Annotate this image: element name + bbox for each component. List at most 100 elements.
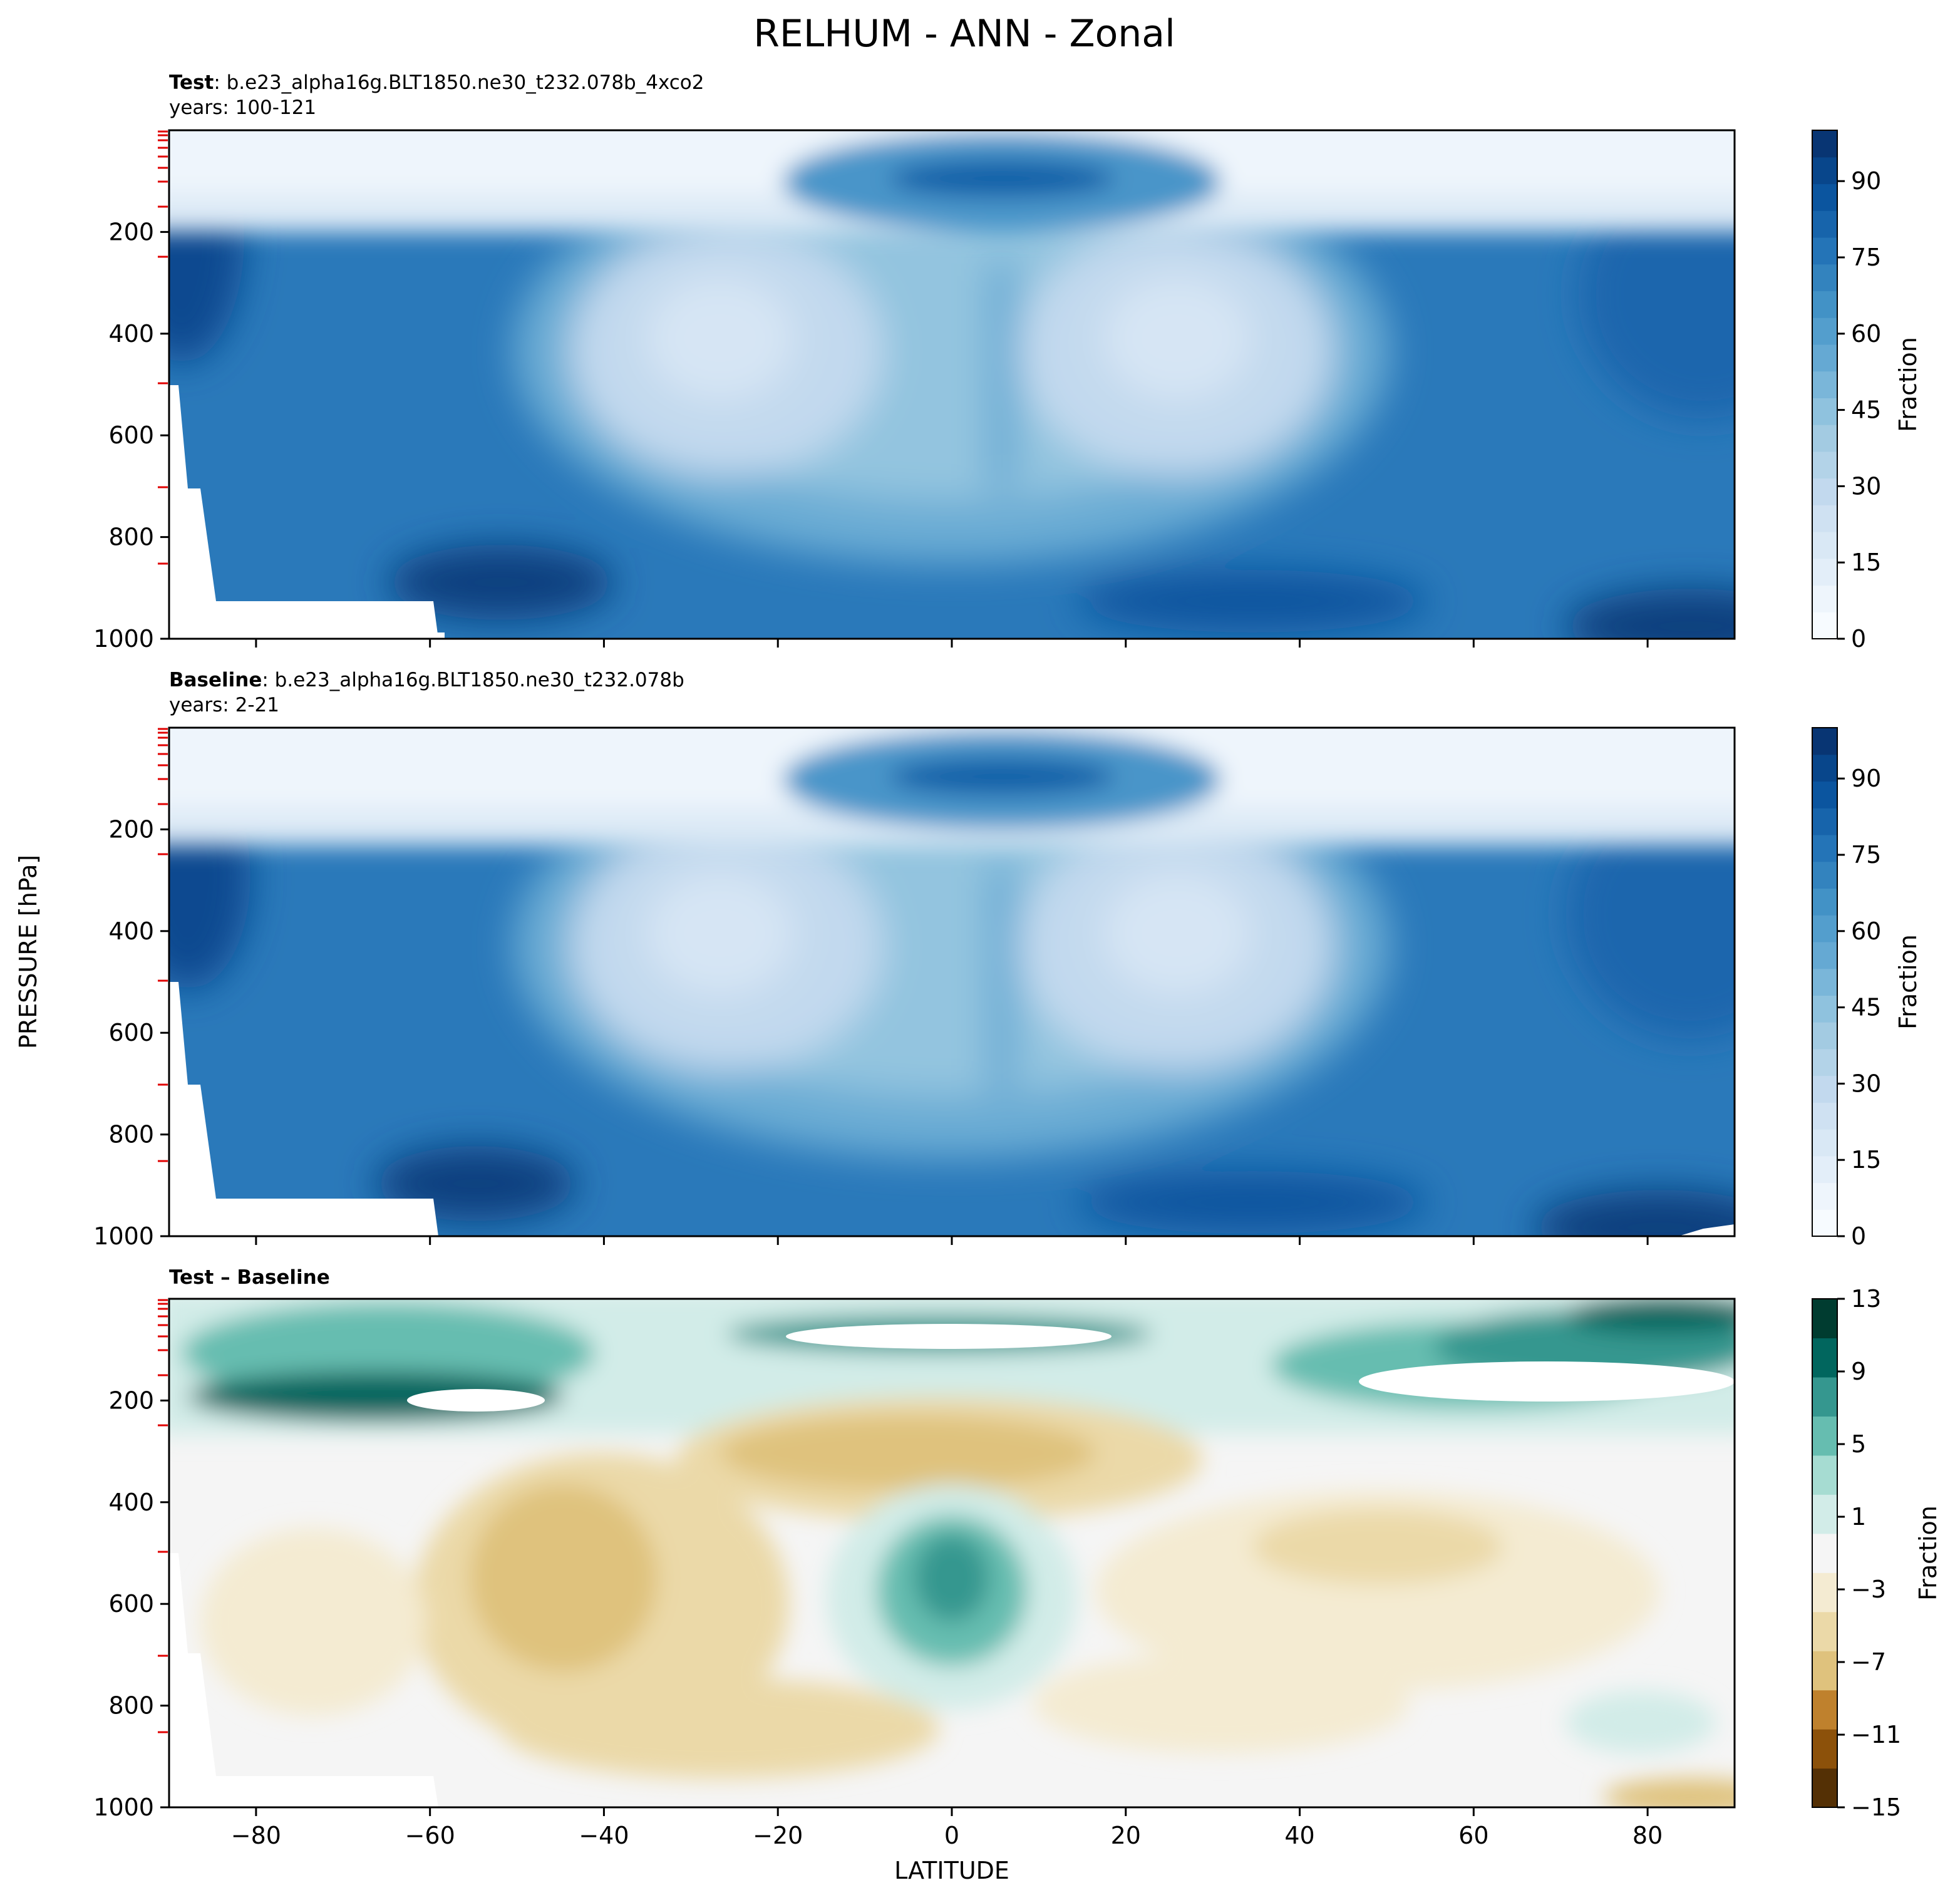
colorbar-band <box>1812 398 1837 425</box>
colorbar-band <box>1812 1022 1837 1050</box>
panel-baseline-xticks <box>255 1236 1649 1245</box>
colorbar-band <box>1812 1611 1837 1651</box>
colorbar-band <box>1812 344 1837 372</box>
panel-difference: Test – Baseline <box>93 1266 1942 1849</box>
colorbar-tick-label: 9 <box>1851 1358 1866 1385</box>
x-tick-label: 60 <box>1458 1822 1488 1849</box>
colorbar-label: Fraction <box>1914 1505 1942 1601</box>
colorbar-band <box>1812 968 1837 996</box>
panel-baseline-years: years: 2-21 <box>169 694 279 716</box>
colorbar-tick-label: 90 <box>1851 765 1881 792</box>
colorbar-band <box>1812 237 1837 265</box>
colorbar-band <box>1812 1690 1837 1730</box>
colorbar-label: Fraction <box>1894 934 1922 1030</box>
panel-test: Test: b.e23_alpha16g.BLT1850.ne30_t232.0… <box>93 71 1922 653</box>
colorbar-tick-label: −3 <box>1851 1576 1886 1603</box>
panel-test-years: years: 100-121 <box>169 96 316 119</box>
colorbar-band <box>1812 183 1837 211</box>
colorbar-tick-label: 75 <box>1851 244 1881 271</box>
y-tick-label: 200 <box>108 815 154 843</box>
colorbar-tick-label: −15 <box>1851 1794 1901 1821</box>
colorbar-tick-label: 90 <box>1851 167 1881 195</box>
panel-baseline: Baseline: b.e23_alpha16g.BLT1850.ne30_t2… <box>93 669 1922 1250</box>
colorbar-frame <box>1812 727 1838 1237</box>
colorbar-tick-label: 5 <box>1851 1430 1866 1458</box>
y-tick-label: 400 <box>108 320 154 348</box>
y-tick-label: 800 <box>108 1692 154 1720</box>
colorbar-band <box>1812 1376 1837 1417</box>
colorbar-band <box>1812 1651 1837 1691</box>
colorbar-band <box>1812 264 1837 292</box>
colorbar-band <box>1812 754 1837 782</box>
panel-test-header-bold: Test <box>169 71 214 94</box>
panel-baseline-red-level-ticks <box>158 728 168 1162</box>
panel-difference-colorbar: 13 9 5 1 −3 −7 −11 −15 Fraction <box>1812 1285 1942 1821</box>
colorbar-band <box>1812 808 1837 835</box>
colorbar-frame <box>1812 130 1838 639</box>
colorbar-tick-label: 1 <box>1851 1503 1866 1531</box>
y-tick-label: 600 <box>108 1590 154 1618</box>
colorbar-tick-label: 75 <box>1851 841 1881 869</box>
y-tick-label: 1000 <box>93 1794 154 1821</box>
y-tick-label: 800 <box>108 524 154 551</box>
colorbar-band <box>1812 781 1837 808</box>
colorbar-band <box>1812 612 1837 639</box>
y-tick-label: 200 <box>108 1386 154 1414</box>
colorbar-band <box>1812 505 1837 532</box>
panel-test-yticks: 200 400 600 800 1000 <box>93 218 169 653</box>
colorbar-band <box>1812 1075 1837 1103</box>
colorbar-tick-label: −11 <box>1851 1721 1901 1748</box>
colorbar-band <box>1812 728 1837 755</box>
colorbar-band <box>1812 1299 1837 1339</box>
colorbar-tick-label: 0 <box>1851 1222 1866 1250</box>
colorbar-label: Fraction <box>1894 337 1922 432</box>
colorbar-tick-label: 13 <box>1851 1285 1881 1313</box>
colorbar-band <box>1812 1729 1837 1769</box>
panel-test-colorbar: 0 15 30 45 60 75 90 Fraction <box>1812 130 1922 653</box>
colorbar-band <box>1812 478 1837 505</box>
panel-test-field <box>169 130 1735 639</box>
colorbar-band <box>1812 1048 1837 1076</box>
x-tick-label: 80 <box>1632 1822 1663 1849</box>
panel-baseline-yticks: 200 400 600 800 1000 <box>93 815 169 1250</box>
colorbar-tick-label: 30 <box>1851 472 1881 500</box>
panel-difference-red-level-ticks <box>158 1299 168 1733</box>
figure-title: RELHUM - ANN - Zonal <box>753 12 1175 56</box>
panel-difference-field <box>169 1299 1735 1807</box>
panel-baseline-colorbar: 0 15 30 45 60 75 90 Fraction <box>1812 727 1922 1250</box>
x-axis-label: LATITUDE <box>894 1857 1009 1884</box>
y-axis-label: PRESSURE [hPa] <box>14 855 42 1049</box>
y-tick-label: 1000 <box>93 625 154 653</box>
colorbar-band <box>1812 834 1837 862</box>
y-tick-label: 1000 <box>93 1222 154 1250</box>
panel-difference-xticks: −80 −60 −40 −20 0 20 40 60 80 <box>231 1807 1663 1849</box>
colorbar-band <box>1812 1416 1837 1456</box>
y-tick-label: 600 <box>108 1019 154 1046</box>
colorbar-band <box>1812 451 1837 479</box>
colorbar-band <box>1812 157 1837 185</box>
x-tick-label: 40 <box>1284 1822 1314 1849</box>
colorbar-band <box>1812 888 1837 916</box>
x-tick-label: −40 <box>579 1822 629 1849</box>
colorbar-tick-label: 0 <box>1851 625 1866 653</box>
colorbar-band <box>1812 1338 1837 1378</box>
y-tick-label: 200 <box>108 218 154 245</box>
panel-baseline-header-text: : b.e23_alpha16g.BLT1850.ne30_t232.078b <box>262 669 684 691</box>
x-tick-label: −60 <box>405 1822 455 1849</box>
colorbar-band <box>1812 318 1837 345</box>
colorbar-band <box>1812 861 1837 889</box>
colorbar-band <box>1812 425 1837 452</box>
panel-baseline-field <box>169 728 1735 1236</box>
colorbar-tick-label: 60 <box>1851 917 1881 945</box>
colorbar-frame <box>1812 1298 1838 1808</box>
colorbar-tick-label: 45 <box>1851 396 1881 424</box>
y-tick-label: 600 <box>108 421 154 449</box>
panel-difference-yticks: 200 400 600 800 1000 <box>93 1386 169 1821</box>
colorbar-band <box>1812 532 1837 559</box>
panel-test-xticks <box>255 639 1649 648</box>
panel-test-red-level-ticks <box>158 130 168 565</box>
colorbar-band <box>1812 941 1837 969</box>
colorbar-band <box>1812 1494 1837 1534</box>
colorbar-tick-label: 15 <box>1851 549 1881 576</box>
panel-baseline-header: Baseline: b.e23_alpha16g.BLT1850.ne30_t2… <box>169 669 684 691</box>
